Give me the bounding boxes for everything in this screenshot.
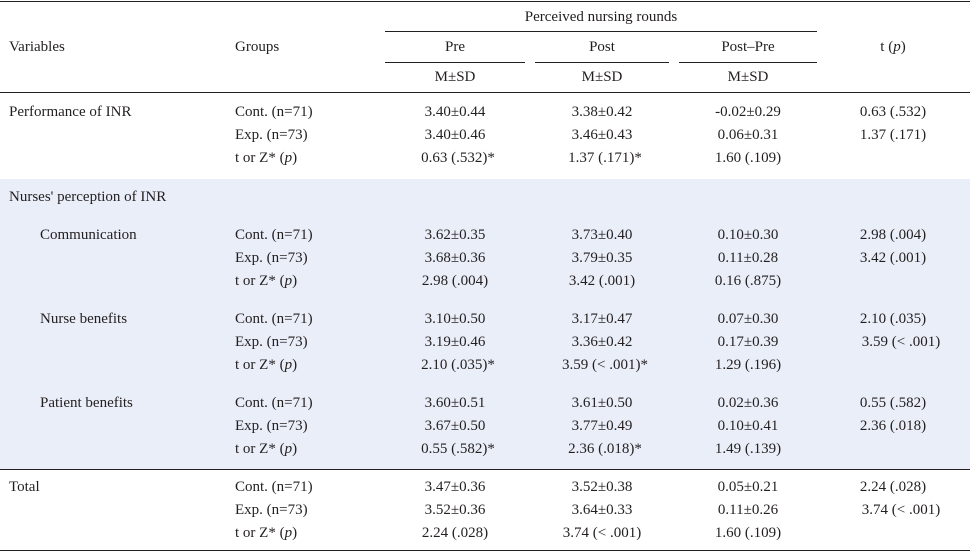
group-cont: Cont. (n=71) — [235, 227, 313, 243]
cell-post: 3.36±0.42 — [571, 334, 633, 350]
cell-diff: 1.60 (.109) — [714, 150, 782, 166]
cell-t: 0.55 (.582) — [859, 395, 927, 411]
cell-post: 2.36 (.018)* — [568, 441, 642, 457]
subsection-label: Patient benefits — [40, 395, 133, 411]
cell-pre: 3.60±0.51 — [424, 395, 486, 411]
cell-diff: 0.11±0.28 — [717, 250, 779, 266]
subsection-label: Communication — [40, 227, 137, 243]
section-label: Performance of INR — [9, 104, 132, 120]
cell-post: 3.46±0.43 — [571, 127, 633, 143]
cell-diff: 1.49 (.139) — [714, 441, 782, 457]
cell-t: 2.36 (.018) — [859, 418, 927, 434]
header-span-title: Perceived nursing rounds — [524, 9, 678, 25]
post-rule — [535, 62, 669, 63]
top-rule — [0, 1, 970, 2]
cell-pre: 3.10±0.50 — [424, 311, 486, 327]
cell-post: 3.64±0.33 — [571, 502, 633, 518]
header-rule — [0, 92, 970, 93]
header-msd-diff: M±SD — [727, 69, 769, 85]
group-exp: Exp. (n=73) — [235, 502, 308, 518]
cell-t: 1.37 (.171) — [859, 127, 927, 143]
cell-diff: 0.07±0.30 — [717, 311, 779, 327]
cell-post: 3.59 (< .001)* — [562, 357, 648, 373]
cell-post: 3.42 (.001) — [568, 273, 636, 289]
pre-rule — [385, 62, 525, 63]
cell-t: 0.63 (.532) — [859, 104, 927, 120]
header-t: t (p) — [880, 39, 906, 55]
cell-post: 3.52±0.38 — [571, 479, 633, 495]
cell-t: 2.98 (.004) — [859, 227, 927, 243]
group-test: t or Z* (p) — [235, 357, 298, 373]
group-test: t or Z* (p) — [235, 150, 298, 166]
cell-diff: 0.11±0.26 — [717, 502, 779, 518]
cell-post: 3.61±0.50 — [571, 395, 633, 411]
header-post: Post — [589, 39, 615, 55]
bottom-rule — [0, 550, 970, 551]
cell-pre: 2.24 (.028) — [421, 525, 489, 541]
cell-pre: 0.63 (.532)* — [421, 150, 495, 166]
cell-t: 2.10 (.035) — [859, 311, 927, 327]
cell-post: 1.37 (.171)* — [568, 150, 642, 166]
group-exp: Exp. (n=73) — [235, 127, 308, 143]
cell-post: 3.73±0.40 — [571, 227, 633, 243]
header-diff: Post–Pre — [721, 39, 775, 55]
cell-pre: 3.67±0.50 — [424, 418, 486, 434]
group-exp: Exp. (n=73) — [235, 418, 308, 434]
group-exp: Exp. (n=73) — [235, 334, 308, 350]
header-groups: Groups — [235, 39, 280, 55]
group-test: t or Z* (p) — [235, 441, 298, 457]
header-msd-post: M±SD — [581, 69, 623, 85]
cell-t: 3.42 (.001) — [859, 250, 927, 266]
cell-pre: 3.19±0.46 — [424, 334, 486, 350]
cell-pre: 2.10 (.035)* — [421, 357, 495, 373]
cell-pre: 0.55 (.582)* — [421, 441, 495, 457]
cell-pre: 3.40±0.46 — [424, 127, 486, 143]
diff-rule — [679, 62, 817, 63]
group-cont: Cont. (n=71) — [235, 104, 313, 120]
cell-t: 2.24 (.028) — [859, 479, 927, 495]
cell-pre: 3.52±0.36 — [424, 502, 486, 518]
cell-post: 3.74 (< .001) — [562, 525, 642, 541]
cell-t: 3.59 (< .001) — [861, 334, 941, 350]
header-variables: Variables — [9, 39, 65, 55]
cell-diff: 0.16 (.875) — [714, 273, 782, 289]
group-cont: Cont. (n=71) — [235, 395, 313, 411]
span-rule — [385, 31, 817, 32]
cell-diff: 0.10±0.41 — [717, 418, 779, 434]
header-msd-pre: M±SD — [434, 69, 476, 85]
cell-diff: 0.06±0.31 — [717, 127, 779, 143]
header-pre: Pre — [445, 39, 465, 55]
cell-pre: 3.47±0.36 — [424, 479, 486, 495]
group-exp: Exp. (n=73) — [235, 250, 308, 266]
cell-pre: 3.68±0.36 — [424, 250, 486, 266]
section-band — [0, 179, 970, 470]
total-rule — [0, 469, 970, 470]
cell-diff: 0.10±0.30 — [717, 227, 779, 243]
cell-pre: 3.40±0.44 — [424, 104, 486, 120]
cell-pre: 2.98 (.004) — [421, 273, 489, 289]
group-cont: Cont. (n=71) — [235, 479, 313, 495]
group-cont: Cont. (n=71) — [235, 311, 313, 327]
cell-pre: 3.62±0.35 — [424, 227, 486, 243]
subsection-label: Nurse benefits — [40, 311, 128, 327]
cell-post: 3.17±0.47 — [571, 311, 633, 327]
section-label: Nurses' perception of INR — [9, 189, 167, 205]
cell-t: 3.74 (< .001) — [861, 502, 941, 518]
cell-diff: 0.17±0.39 — [717, 334, 779, 350]
cell-diff: 1.60 (.109) — [714, 525, 782, 541]
group-test: t or Z* (p) — [235, 273, 298, 289]
cell-post: 3.79±0.35 — [571, 250, 633, 266]
group-test: t or Z* (p) — [235, 525, 298, 541]
cell-diff: 1.29 (.196) — [714, 357, 782, 373]
cell-post: 3.77±0.49 — [571, 418, 633, 434]
section-label: Total — [9, 479, 40, 495]
cell-diff: 0.02±0.36 — [717, 395, 779, 411]
cell-diff: 0.05±0.21 — [717, 479, 779, 495]
cell-post: 3.38±0.42 — [571, 104, 633, 120]
cell-diff: -0.02±0.29 — [715, 104, 781, 120]
